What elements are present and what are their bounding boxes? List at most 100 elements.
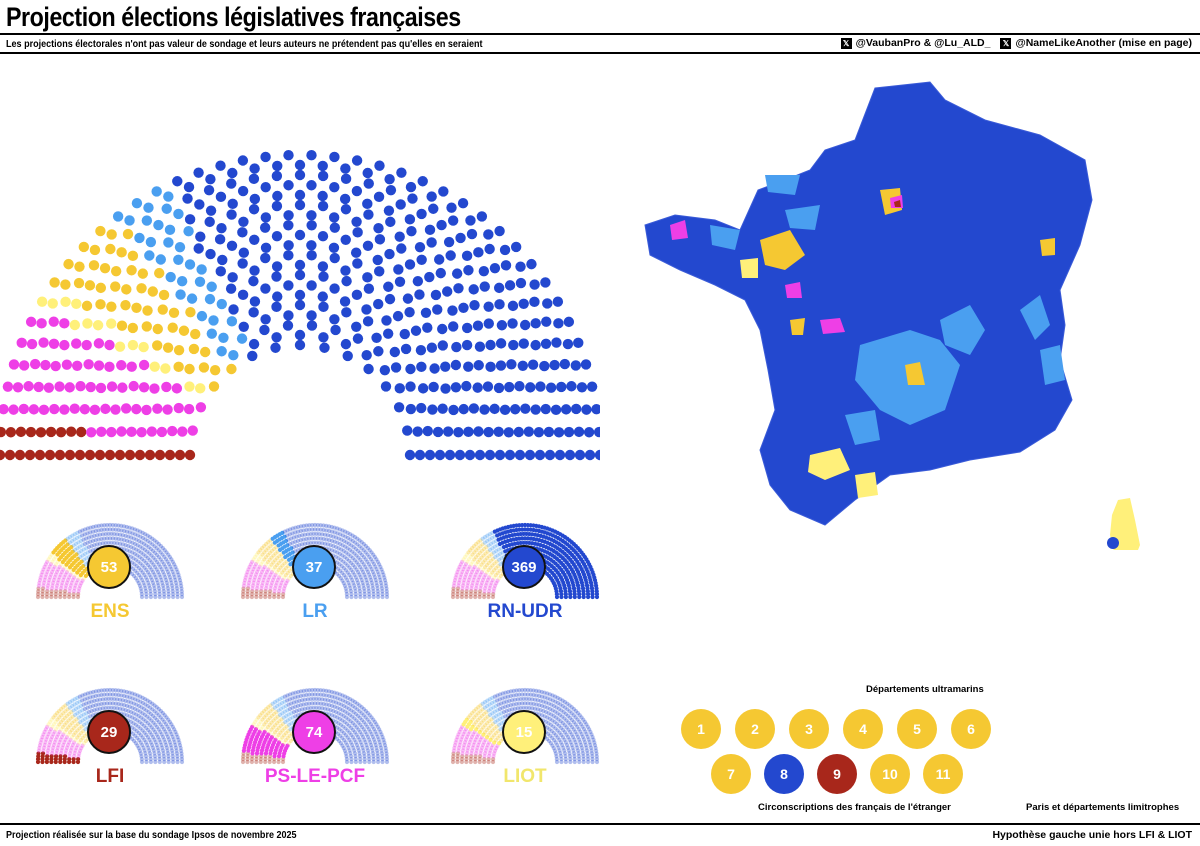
seat-rn-udr — [344, 715, 349, 720]
seat-rn-udr — [563, 711, 569, 717]
seat-rn-udr — [351, 216, 362, 227]
seat-ens — [479, 562, 484, 567]
seat-rn-udr — [484, 449, 496, 461]
seat-ens — [478, 538, 483, 543]
seat-rn-udr — [85, 540, 90, 545]
credit-authors[interactable]: @VaubanPro & @Lu_ALD_ — [855, 37, 991, 49]
seat-rn-udr — [170, 754, 175, 759]
seat-rn-udr — [351, 185, 363, 197]
seat-ens — [495, 570, 500, 575]
seat-rn-udr — [353, 740, 358, 745]
seat-rn-udr — [347, 737, 352, 742]
seat-rn-udr — [539, 360, 550, 372]
seat-ens — [466, 715, 471, 720]
seat-rn-udr — [361, 562, 366, 567]
seat-ens — [473, 720, 479, 725]
seat-rn-udr — [367, 572, 372, 577]
seat-rn-udr — [594, 449, 600, 461]
seat-ens — [282, 561, 287, 566]
seat-rn-udr — [308, 531, 313, 537]
seat-rn-udr — [329, 252, 340, 264]
seat-rn-udr — [341, 275, 352, 287]
credit-layout[interactable]: @NameLikeAnother (mise en page) — [1015, 37, 1192, 49]
seat-ps-le-pcf — [51, 732, 56, 737]
seat-rn-udr — [133, 697, 138, 702]
seat-lfi — [40, 589, 45, 594]
seat-rn-udr — [146, 580, 151, 585]
seat-rn-udr — [193, 243, 204, 254]
seat-ps-le-pcf — [281, 589, 286, 594]
seat-lfi — [54, 449, 66, 461]
seat-ps-le-pcf — [277, 586, 282, 591]
seat-rn-udr — [147, 558, 152, 563]
seat-rn-udr — [336, 701, 341, 706]
seat-rn-udr — [136, 724, 141, 729]
seat-lr — [76, 550, 81, 555]
seat-ens — [272, 730, 278, 735]
seat-rn-udr — [343, 568, 348, 573]
seat-rn-udr — [158, 722, 163, 727]
seat-count-badge: 29 — [87, 710, 131, 754]
seat-rn-udr — [424, 224, 436, 236]
seat-ps-le-pcf — [273, 737, 278, 742]
seat-rn-udr — [117, 706, 123, 711]
seat-rn-udr — [543, 709, 549, 715]
seat-liot — [470, 559, 475, 564]
seat-rn-udr — [300, 707, 305, 712]
seat-rn-udr — [137, 583, 143, 588]
seat-rn-udr — [152, 709, 157, 714]
seat-rn-udr — [564, 725, 569, 730]
seat-rn-udr — [146, 562, 151, 568]
seat-rn-udr — [348, 575, 353, 580]
seat-rn-udr — [563, 316, 575, 328]
seat-rn-udr — [139, 556, 145, 561]
seat-rn-udr — [571, 707, 576, 712]
seat-rn-udr — [351, 745, 356, 750]
seat-rn-udr — [135, 553, 140, 558]
seat-rn-udr — [568, 759, 573, 765]
seat-rn-udr — [341, 307, 352, 318]
seat-rn-udr — [335, 725, 340, 730]
seat-rn-udr — [227, 167, 238, 179]
seat-ps-le-pcf — [479, 748, 484, 753]
seat-rn-udr — [340, 338, 352, 350]
seat-rn-udr — [138, 751, 143, 756]
seat-rn-udr — [583, 742, 588, 748]
seat-rn-udr — [97, 697, 103, 702]
seat-ps-le-pcf — [277, 575, 282, 580]
seat-ps-le-pcf — [70, 577, 75, 583]
seat-count-badge: 37 — [292, 545, 336, 589]
seat-rn-udr — [136, 538, 142, 544]
seat-rn-udr — [550, 698, 555, 703]
seat-rn-udr — [576, 751, 581, 756]
seat-rn-udr — [306, 220, 317, 231]
seat-ens — [472, 550, 477, 555]
seat-ps-le-pcf — [67, 575, 72, 580]
footer-rule — [0, 823, 1200, 825]
seat-ens — [271, 560, 276, 565]
seat-rn-udr — [143, 532, 148, 537]
seat-rn-udr — [389, 346, 401, 358]
seat-ens — [470, 546, 475, 551]
seat-rn-udr — [384, 589, 389, 594]
seat-rn-udr — [173, 577, 178, 583]
seat-rn-udr — [590, 594, 595, 600]
seat-rn-udr — [345, 535, 351, 541]
seat-rn-udr — [82, 527, 88, 532]
seat-rn-udr — [337, 727, 342, 732]
seat-rn-udr — [307, 527, 312, 532]
seat-rn-udr — [117, 541, 123, 546]
seat-ps-le-pcf — [272, 586, 278, 591]
seat-rn-udr — [140, 695, 145, 700]
seat-ens — [158, 289, 170, 301]
seat-rn-udr — [285, 528, 290, 533]
seat-rn-udr — [177, 740, 182, 745]
seat-rn-udr — [170, 592, 176, 597]
seat-rn-udr — [537, 702, 542, 708]
seat-ps-le-pcf — [104, 339, 115, 351]
seat-ps-le-pcf — [465, 734, 470, 739]
seat-rn-udr — [358, 557, 363, 562]
seat-rn-udr — [335, 566, 341, 571]
seat-ens — [269, 548, 275, 553]
seat-rn-udr — [348, 719, 353, 724]
